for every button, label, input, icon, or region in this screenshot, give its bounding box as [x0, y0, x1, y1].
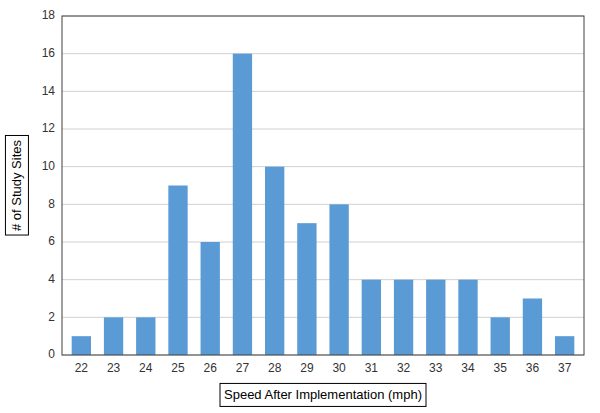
- chart-svg: 0246810121416182223242526272829303132333…: [0, 0, 600, 413]
- bar: [201, 242, 220, 355]
- bar: [458, 280, 477, 355]
- bar: [72, 336, 91, 355]
- grid-line: [62, 204, 584, 205]
- bars: [72, 54, 575, 355]
- bar: [362, 280, 381, 355]
- grid-line: [62, 242, 584, 243]
- x-tick-label: 26: [204, 361, 218, 375]
- y-axis-label-group: # of Study Sites: [5, 135, 28, 235]
- bar: [297, 223, 316, 355]
- y-tick-label: 6: [48, 234, 55, 248]
- x-axis-label-group: Speed After Implementation (mph): [220, 383, 426, 406]
- x-tick-label: 32: [397, 361, 411, 375]
- x-tick-label: 34: [461, 361, 475, 375]
- grid-line: [62, 279, 584, 280]
- y-tick-label: 18: [42, 8, 56, 22]
- x-axis-label: Speed After Implementation (mph): [224, 387, 422, 402]
- grid: [62, 16, 584, 355]
- x-axis-label-box: [220, 383, 426, 406]
- bar: [555, 336, 574, 355]
- x-tick-label: 23: [107, 361, 121, 375]
- bar: [104, 317, 123, 355]
- y-tick-label: 4: [48, 272, 55, 286]
- x-tick-label: 29: [300, 361, 314, 375]
- bar: [329, 204, 348, 355]
- chart-container: 0246810121416182223242526272829303132333…: [0, 0, 600, 413]
- x-tick-label: 27: [236, 361, 250, 375]
- x-tick-label: 24: [139, 361, 153, 375]
- x-tick-label: 35: [494, 361, 508, 375]
- grid-line: [62, 166, 584, 167]
- grid-line: [62, 91, 584, 92]
- y-tick-label: 8: [48, 197, 55, 211]
- y-axis-label-box: [5, 135, 28, 235]
- bar: [168, 186, 187, 356]
- x-tick-label: 31: [365, 361, 379, 375]
- x-tick-label: 25: [171, 361, 185, 375]
- bar: [136, 317, 155, 355]
- bar: [491, 317, 510, 355]
- bar: [394, 280, 413, 355]
- y-axis-label: # of Study Sites: [9, 139, 24, 231]
- y-tick-label: 12: [42, 121, 56, 135]
- bar: [426, 280, 445, 355]
- x-tick-label: 30: [332, 361, 346, 375]
- y-tick-label: 10: [42, 159, 56, 173]
- y-tick-label: 16: [42, 46, 56, 60]
- grid-line: [62, 53, 584, 54]
- x-tick-label: 33: [429, 361, 443, 375]
- grid-line: [62, 129, 584, 130]
- x-tick-label: 28: [268, 361, 282, 375]
- bar: [233, 54, 252, 355]
- x-tick-label: 22: [75, 361, 89, 375]
- y-tick-label: 14: [42, 84, 56, 98]
- y-tick-label: 2: [48, 310, 55, 324]
- plot-frame: [62, 16, 584, 355]
- x-tick-label: 37: [558, 361, 572, 375]
- x-tick-label: 36: [526, 361, 540, 375]
- bar: [265, 167, 284, 355]
- y-tick-label: 0: [48, 347, 55, 361]
- bar: [523, 299, 542, 356]
